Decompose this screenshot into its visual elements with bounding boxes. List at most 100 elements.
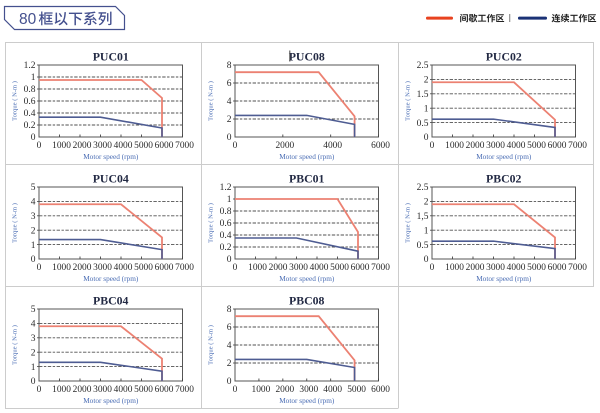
svg-text:0: 0 — [233, 385, 238, 395]
svg-text:0: 0 — [227, 255, 232, 265]
svg-text:2: 2 — [31, 348, 36, 358]
svg-text:PBC04: PBC04 — [93, 294, 128, 308]
svg-text:2000: 2000 — [269, 263, 288, 273]
svg-text:0: 0 — [31, 377, 36, 387]
svg-text:4: 4 — [227, 341, 232, 351]
svg-text:1000: 1000 — [52, 141, 71, 151]
svg-text:0: 0 — [430, 141, 435, 151]
svg-text:6000: 6000 — [155, 385, 174, 395]
svg-text:5000: 5000 — [527, 141, 546, 151]
svg-text:3000: 3000 — [486, 141, 505, 151]
svg-text:7000: 7000 — [175, 263, 194, 273]
svg-text:5000: 5000 — [134, 141, 153, 151]
svg-text:1000: 1000 — [445, 263, 464, 273]
svg-text:4000: 4000 — [114, 263, 133, 273]
svg-text:6000: 6000 — [548, 141, 567, 151]
svg-text:0: 0 — [31, 133, 36, 143]
svg-text:Motor speed (rpm): Motor speed (rpm) — [83, 152, 139, 161]
svg-text:1.2: 1.2 — [220, 183, 232, 193]
svg-text:0.8: 0.8 — [24, 85, 36, 95]
svg-text:4000: 4000 — [323, 141, 342, 151]
svg-text:0.2: 0.2 — [24, 121, 36, 131]
svg-text:2000: 2000 — [466, 263, 485, 273]
svg-text:1,5: 1,5 — [417, 212, 429, 222]
svg-text:Torque ( N-m ): Torque ( N-m ) — [208, 325, 215, 365]
svg-text:PUC01: PUC01 — [93, 50, 129, 64]
svg-text:2000: 2000 — [73, 263, 92, 273]
svg-text:Motor speed (rpm): Motor speed (rpm) — [83, 274, 139, 283]
svg-text:Torque ( N-m ): Torque ( N-m ) — [405, 203, 412, 243]
svg-text:6: 6 — [227, 323, 232, 333]
svg-text:0: 0 — [227, 133, 232, 143]
svg-text:2000: 2000 — [275, 385, 294, 395]
svg-text:5000: 5000 — [134, 385, 153, 395]
svg-text:0.6: 0.6 — [24, 97, 36, 107]
svg-text:Motor speed (rpm): Motor speed (rpm) — [279, 396, 335, 405]
svg-text:Torque ( N-m ): Torque ( N-m ) — [12, 203, 19, 243]
svg-text:Motor speed (rpm): Motor speed (rpm) — [476, 274, 532, 283]
svg-text:1.5: 1.5 — [417, 90, 429, 100]
svg-text:2: 2 — [424, 76, 429, 86]
svg-text:0.4: 0.4 — [220, 231, 232, 241]
svg-text:6000: 6000 — [371, 385, 390, 395]
svg-text:1: 1 — [424, 104, 429, 114]
svg-text:3000: 3000 — [93, 141, 112, 151]
svg-text:Torque ( N-m ): Torque ( N-m ) — [208, 203, 215, 243]
svg-text:3000: 3000 — [289, 263, 308, 273]
svg-text:5000: 5000 — [330, 263, 349, 273]
svg-text:2000: 2000 — [466, 141, 485, 151]
svg-text:4000: 4000 — [507, 263, 526, 273]
svg-text:PBC02: PBC02 — [486, 172, 521, 186]
svg-text:Motor speed (rpm): Motor speed (rpm) — [279, 274, 335, 283]
svg-text:0.5: 0.5 — [417, 119, 429, 129]
svg-text:4: 4 — [31, 320, 36, 330]
svg-text:6000: 6000 — [548, 263, 567, 273]
svg-text:Torque ( N-m ): Torque ( N-m ) — [208, 81, 215, 121]
svg-text:1: 1 — [424, 226, 429, 236]
svg-text:0: 0 — [233, 141, 238, 151]
svg-text:80: 80 — [19, 11, 37, 28]
svg-text:2000: 2000 — [275, 141, 294, 151]
svg-text:1: 1 — [227, 195, 232, 205]
svg-text:0.6: 0.6 — [220, 219, 232, 229]
svg-text:0.5: 0.5 — [417, 241, 429, 251]
svg-text:2: 2 — [424, 198, 429, 208]
svg-text:1.2: 1.2 — [24, 61, 36, 71]
svg-text:2: 2 — [31, 226, 36, 236]
svg-text:1000: 1000 — [52, 385, 71, 395]
svg-text:2.5: 2.5 — [417, 61, 429, 71]
svg-text:7000: 7000 — [371, 263, 390, 273]
svg-text:5000: 5000 — [347, 385, 366, 395]
svg-text:0: 0 — [37, 141, 42, 151]
svg-text:0: 0 — [424, 255, 429, 265]
svg-text:2: 2 — [227, 359, 232, 369]
svg-text:Torque ( N-m ): Torque ( N-m ) — [12, 325, 19, 365]
svg-text:6000: 6000 — [371, 141, 390, 151]
svg-text:Motor speed (rpm): Motor speed (rpm) — [476, 152, 532, 161]
svg-text:7000: 7000 — [175, 385, 194, 395]
svg-text:PBC01: PBC01 — [289, 172, 324, 186]
svg-text:4000: 4000 — [114, 141, 133, 151]
svg-text:0: 0 — [227, 377, 232, 387]
svg-text:1000: 1000 — [445, 141, 464, 151]
svg-text:PUC08: PUC08 — [289, 50, 325, 64]
svg-text:5: 5 — [31, 305, 36, 315]
svg-text:0: 0 — [37, 263, 42, 273]
svg-text:1000: 1000 — [52, 263, 71, 273]
svg-text:7000: 7000 — [175, 141, 194, 151]
svg-text:0: 0 — [430, 263, 435, 273]
svg-text:4000: 4000 — [114, 385, 133, 395]
svg-text:0.2: 0.2 — [220, 243, 232, 253]
svg-text:1: 1 — [31, 241, 36, 251]
svg-text:0: 0 — [233, 263, 238, 273]
svg-text:6000: 6000 — [155, 263, 174, 273]
svg-text:0.4: 0.4 — [24, 109, 36, 119]
svg-text:1000: 1000 — [248, 263, 267, 273]
svg-text:6: 6 — [227, 79, 232, 89]
svg-text:6000: 6000 — [155, 141, 174, 151]
svg-text:4000: 4000 — [507, 141, 526, 151]
svg-text:PUC04: PUC04 — [93, 172, 129, 186]
svg-text:3000: 3000 — [93, 263, 112, 273]
svg-text:3000: 3000 — [299, 385, 318, 395]
svg-text:4000: 4000 — [323, 385, 342, 395]
